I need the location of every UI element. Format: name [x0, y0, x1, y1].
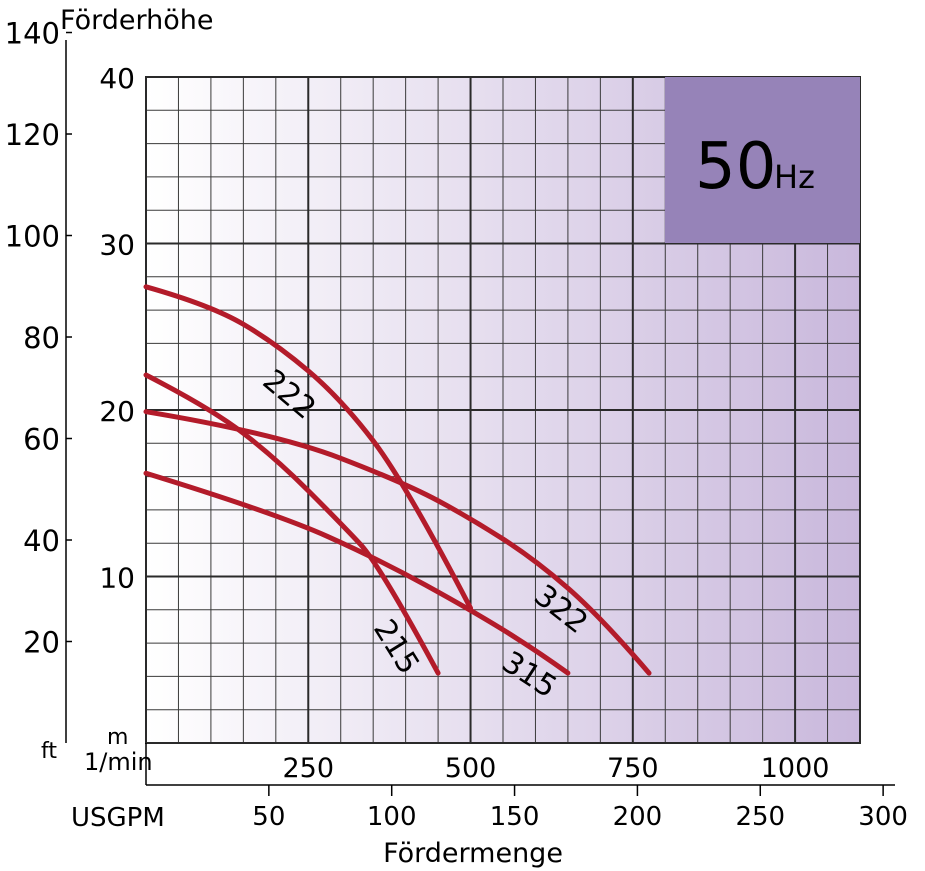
frequency-badge-value: 50 [695, 130, 776, 204]
y-unit-ft: ft [41, 739, 57, 764]
tick-label-lmin: 750 [607, 753, 659, 784]
y-axis-title: Förderhöhe [60, 5, 213, 36]
tick-label-ft: 80 [23, 321, 60, 355]
curve-315 [143, 470, 571, 676]
tick-label-ft: 140 [5, 17, 60, 51]
tick-label-usgpm: 150 [490, 802, 540, 832]
tick-label-lmin: 250 [282, 753, 334, 784]
tick-label-ft: 100 [5, 220, 60, 254]
y-unit-m: m [107, 725, 128, 750]
tick-label-ft: 60 [23, 423, 60, 457]
curve-222 [143, 284, 474, 611]
tick-label-ft: 120 [5, 118, 60, 152]
series-layer [143, 284, 652, 676]
tick-label-m: 10 [99, 562, 135, 595]
x-axis-title: Fördermenge [383, 838, 563, 869]
tick-label-usgpm: 300 [858, 802, 908, 832]
tick-label-usgpm: 250 [735, 802, 785, 832]
tick-label-usgpm: 50 [252, 802, 285, 832]
frequency-badge-unit: Hz [774, 158, 815, 196]
tick-label-lmin: 500 [445, 753, 497, 784]
grid [145, 76, 861, 744]
curve-322 [143, 409, 652, 676]
frequency-badge [665, 77, 860, 243]
axes [65, 31, 895, 796]
tick-label-m: 20 [99, 395, 135, 428]
curve-215 [143, 372, 441, 676]
x-unit-lmin: 1/min [84, 748, 153, 776]
tick-label-ft: 20 [23, 626, 60, 660]
tick-label-usgpm: 200 [613, 802, 663, 832]
tick-label-m: 30 [99, 229, 135, 262]
tick-label-usgpm: 100 [367, 802, 417, 832]
x-unit-usgpm: USGPM [71, 803, 165, 833]
tick-labels: 140 120 100 80 60 40 20 40 30 20 10 250 500 750 1000 50… [5, 17, 908, 832]
tick-label-lmin: 1000 [761, 753, 830, 784]
tick-label-m: 40 [99, 62, 135, 95]
tick-label-ft: 40 [23, 524, 60, 558]
